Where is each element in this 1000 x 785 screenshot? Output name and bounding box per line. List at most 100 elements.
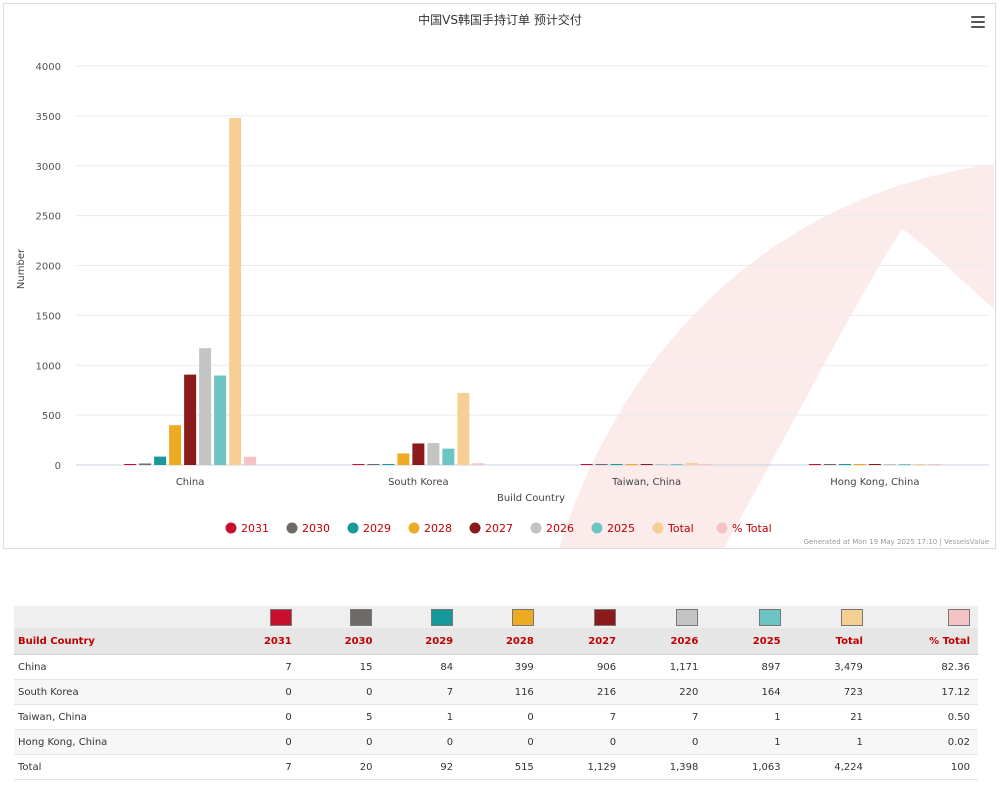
y-tick-label: 2500 bbox=[36, 212, 61, 223]
bar-2031-0[interactable] bbox=[124, 464, 137, 465]
chart-menu-icon[interactable] bbox=[971, 16, 985, 28]
table-header-cell[interactable]: 2031 bbox=[219, 628, 300, 655]
bar-2030-1[interactable] bbox=[367, 464, 380, 465]
bar-chart: 中国VS韩国手持订单 预计交付 0 500 1000 1500 2000 2500 3000… bbox=[16, 12, 994, 548]
legend-marker bbox=[591, 522, 603, 534]
y-tick-label: 2000 bbox=[36, 262, 61, 273]
bar-2025-2[interactable] bbox=[670, 464, 683, 465]
table-swatch-cell bbox=[219, 606, 300, 628]
bar--total-1[interactable] bbox=[472, 463, 485, 465]
bar-2031-1[interactable] bbox=[352, 464, 365, 465]
bar--total-2[interactable] bbox=[700, 464, 713, 465]
table-swatch-row bbox=[14, 606, 978, 628]
table-cell: 1,129 bbox=[541, 754, 625, 780]
bar-2031-2[interactable] bbox=[580, 464, 593, 465]
table-swatch-cell bbox=[706, 606, 789, 628]
legend-item-2026[interactable]: 2026 bbox=[530, 522, 575, 535]
table-cell: 0 bbox=[219, 679, 300, 705]
table-cell: 0 bbox=[624, 729, 707, 755]
bar-2027-0[interactable] bbox=[184, 374, 197, 465]
bar--total-3[interactable] bbox=[928, 464, 941, 465]
y-tick-label: 1000 bbox=[36, 361, 61, 372]
table-header-cell[interactable]: 2029 bbox=[380, 628, 462, 655]
bar-2029-2[interactable] bbox=[610, 464, 623, 465]
bar-2027-3[interactable] bbox=[868, 464, 881, 465]
legend-marker bbox=[347, 522, 359, 534]
legend-item--total[interactable]: % Total bbox=[716, 522, 772, 535]
table-swatch-cell bbox=[380, 606, 462, 628]
bar-total-0[interactable] bbox=[229, 117, 242, 465]
legend-marker bbox=[286, 522, 298, 534]
y-tick-label: 3000 bbox=[36, 162, 61, 173]
table-cell: 7 bbox=[380, 679, 462, 705]
table-header-cell[interactable]: % Total bbox=[870, 628, 978, 655]
table-cell: 5 bbox=[299, 704, 381, 730]
bar-2026-0[interactable] bbox=[199, 348, 212, 465]
bar-total-2[interactable] bbox=[685, 462, 698, 465]
y-tick-label: 3500 bbox=[36, 112, 61, 123]
legend-label: 2026 bbox=[546, 522, 574, 535]
bar-total-3[interactable] bbox=[913, 464, 926, 465]
legend-item-2029[interactable]: 2029 bbox=[347, 522, 392, 535]
table-header-cell[interactable]: 2030 bbox=[299, 628, 381, 655]
table-swatch-cell bbox=[461, 606, 542, 628]
bar-2027-2[interactable] bbox=[640, 464, 653, 465]
bar-2028-3[interactable] bbox=[853, 464, 866, 465]
bar-2029-0[interactable] bbox=[154, 456, 167, 465]
legend-item-2030[interactable]: 2030 bbox=[286, 522, 331, 535]
table-cell: 7 bbox=[541, 704, 625, 730]
table-header-cell[interactable]: Build Country bbox=[14, 628, 220, 655]
bar-2028-0[interactable] bbox=[169, 425, 182, 465]
bar-2030-0[interactable] bbox=[139, 463, 152, 465]
x-tick-label: Hong Kong, China bbox=[830, 477, 919, 488]
table-cell: 0 bbox=[299, 679, 381, 705]
table-cell: 17.12 bbox=[870, 679, 978, 705]
legend-item-2027[interactable]: 2027 bbox=[469, 522, 514, 535]
legend-item-2031[interactable]: 2031 bbox=[225, 522, 270, 535]
bar-2025-0[interactable] bbox=[214, 375, 227, 465]
chart-credit[interactable]: Generated at Mon 19 May 2025 17:10 | Ves… bbox=[804, 538, 989, 546]
table-cell: 723 bbox=[788, 679, 871, 705]
table-header-cell[interactable]: 2028 bbox=[461, 628, 542, 655]
table-cell: 7 bbox=[219, 754, 300, 780]
table-row: South Korea 0 0 7 116 216 220 164 723 17.12 bbox=[14, 679, 978, 705]
bar-2029-3[interactable] bbox=[838, 464, 851, 465]
bar-2026-2[interactable] bbox=[655, 464, 668, 465]
legend-item-2028[interactable]: 2028 bbox=[408, 522, 453, 535]
x-tick-label: China bbox=[176, 477, 205, 488]
bar-2027-1[interactable] bbox=[412, 443, 425, 465]
bar-2030-3[interactable] bbox=[823, 464, 836, 465]
table-header-row: Build Country 2031 2030 2029 2028 2027 2026 202… bbox=[14, 628, 978, 655]
table-row: Hong Kong, China 0 0 0 0 0 0 1 1 0.02 bbox=[14, 729, 978, 755]
bar-2029-1[interactable] bbox=[382, 464, 395, 465]
bar-2028-1[interactable] bbox=[397, 453, 410, 465]
bar-2030-2[interactable] bbox=[595, 464, 608, 465]
table-header-cell[interactable]: 2025 bbox=[706, 628, 789, 655]
table-swatch-cell bbox=[788, 606, 871, 628]
table-header-cell[interactable]: 2026 bbox=[624, 628, 707, 655]
color-swatch bbox=[758, 608, 781, 626]
legend-item-total[interactable]: Total bbox=[652, 522, 694, 535]
legend-item-2025[interactable]: 2025 bbox=[591, 522, 636, 535]
data-table: Build Country 2031 2030 2029 2028 2027 2026 202… bbox=[14, 606, 978, 780]
table-cell: 0 bbox=[299, 729, 381, 755]
table-header-cell[interactable]: Total bbox=[788, 628, 871, 655]
legend-marker bbox=[469, 522, 481, 534]
bar--total-0[interactable] bbox=[244, 456, 257, 465]
color-swatch bbox=[948, 608, 970, 626]
legend-label: 2025 bbox=[607, 522, 635, 535]
bar-total-1[interactable] bbox=[457, 392, 470, 465]
table-cell: 399 bbox=[461, 654, 542, 680]
table-cell: 0 bbox=[461, 704, 542, 730]
bar-2025-1[interactable] bbox=[442, 448, 455, 465]
bar-2031-3[interactable] bbox=[808, 464, 821, 465]
legend-label: 2029 bbox=[363, 522, 391, 535]
table-cell: 7 bbox=[219, 654, 300, 680]
bar-2026-3[interactable] bbox=[883, 464, 896, 465]
y-tick-label: 1500 bbox=[36, 311, 61, 322]
bar-2026-1[interactable] bbox=[427, 443, 440, 465]
table-row: China 7 15 84 399 906 1,171 897 3,479 82.36 bbox=[14, 654, 978, 680]
bar-2028-2[interactable] bbox=[625, 464, 638, 465]
bar-2025-3[interactable] bbox=[898, 464, 911, 465]
table-header-cell[interactable]: 2027 bbox=[541, 628, 625, 655]
